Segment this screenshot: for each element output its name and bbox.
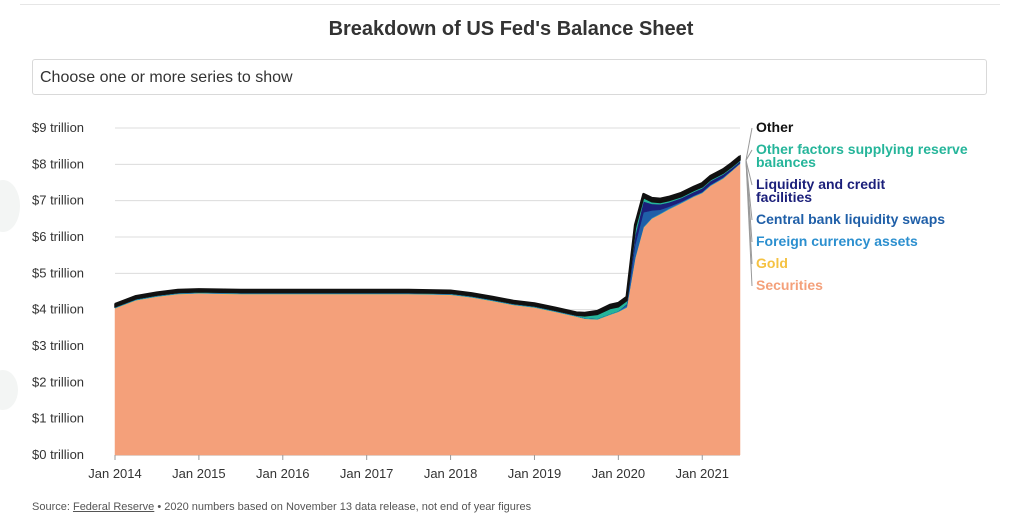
- legend-label-line: Other factors supplying reserve: [756, 141, 968, 157]
- legend-label-liquidity-and-credit-facilities[interactable]: Liquidity and credit facilities: [756, 176, 885, 205]
- background-decoration-circle: [0, 370, 18, 410]
- source-link[interactable]: Federal Reserve: [72, 501, 155, 513]
- chart: $0 trillion $1 trillion $2 trillion $3 tril…: [32, 119, 968, 481]
- legend-leader-line: [745, 160, 753, 287]
- y-tick-label: $3 trillion: [32, 338, 84, 353]
- y-tick-label: $5 trillion: [32, 265, 84, 280]
- legend-label-line: Central bank liquidity swaps: [756, 211, 945, 227]
- series-selector-placeholder: Choose one or more series to show: [40, 69, 293, 86]
- series-selector[interactable]: Choose one or more series to show: [32, 59, 987, 95]
- legend-label-central-bank-liquidity-swaps[interactable]: Central bank liquidity swaps: [756, 211, 945, 227]
- y-tick-label: $1 trillion: [32, 411, 84, 426]
- legend-label-securities[interactable]: Securities: [756, 277, 823, 293]
- y-tick-label: $0 trillion: [32, 447, 84, 462]
- y-tick-label: $7 trillion: [32, 193, 84, 208]
- legend-label-other-factors-supplying-reserve-balances[interactable]: Other factors supplying reserve balances: [756, 141, 968, 170]
- source-note: Source: Federal Reserve • 2020 numbers b…: [32, 501, 531, 513]
- legend-leader-line: [745, 127, 753, 161]
- source-prefix: Source:: [32, 501, 73, 513]
- x-tick-label: Jan 2021: [675, 466, 729, 481]
- x-tick-label: Jan 2015: [172, 466, 226, 481]
- y-tick-label: $2 trillion: [32, 374, 84, 389]
- y-tick-label: $4 trillion: [32, 302, 84, 317]
- legend-label-foreign-currency-assets[interactable]: Foreign currency assets: [756, 233, 918, 249]
- top-divider: [20, 4, 1000, 5]
- legend-label-line: Liquidity and credit: [756, 176, 885, 192]
- x-tick-label: Jan 2018: [424, 466, 478, 481]
- y-tick-label: $6 trillion: [32, 229, 84, 244]
- legend-label-line: balances: [756, 154, 816, 170]
- legend-leader-line: [745, 160, 753, 186]
- legend-label-gold[interactable]: Gold: [756, 255, 788, 271]
- x-tick-label: Jan 2014: [88, 466, 142, 481]
- legend-label-other[interactable]: Other: [756, 119, 794, 135]
- total-outline: [114, 155, 741, 315]
- x-tick-label: Jan 2019: [508, 466, 562, 481]
- legend-label-line: Other: [756, 119, 794, 135]
- legend-leader-line: [745, 149, 753, 161]
- y-tick-label: $8 trillion: [32, 156, 84, 171]
- x-tick-label: Jan 2016: [256, 466, 310, 481]
- source-note-text: • 2020 numbers based on November 13 data…: [154, 501, 532, 513]
- legend-label-line: Securities: [756, 277, 823, 293]
- chart-title: Breakdown of US Fed's Balance Sheet: [328, 18, 694, 40]
- y-tick-label: $9 trillion: [32, 120, 84, 135]
- x-tick-label: Jan 2017: [340, 466, 394, 481]
- background-decoration-circle: [0, 180, 20, 232]
- legend-label-line: facilities: [756, 189, 812, 205]
- legend-label-line: Gold: [756, 255, 788, 271]
- legend-label-line: Foreign currency assets: [756, 233, 918, 249]
- x-tick-label: Jan 2020: [592, 466, 646, 481]
